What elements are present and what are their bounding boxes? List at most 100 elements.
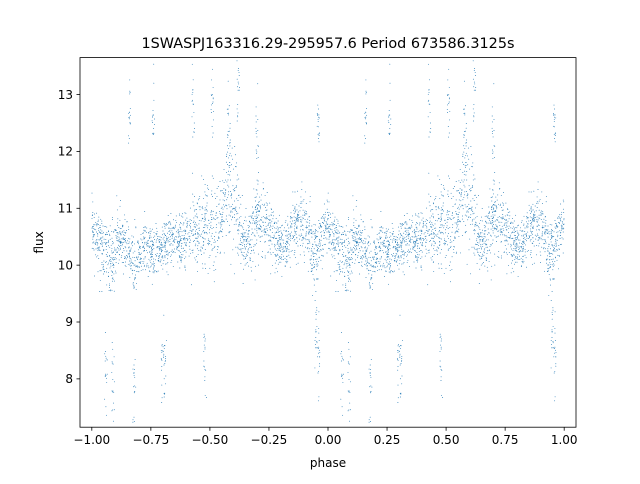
data-point — [493, 232, 494, 233]
data-point — [401, 361, 402, 362]
data-point — [469, 189, 470, 190]
data-point — [533, 209, 534, 210]
data-point — [226, 162, 227, 163]
data-point — [130, 108, 131, 109]
data-point — [258, 215, 259, 216]
data-point — [335, 247, 336, 248]
data-point — [135, 359, 136, 360]
data-point — [313, 253, 314, 254]
data-point — [554, 119, 555, 120]
data-point — [462, 162, 463, 163]
data-point — [159, 236, 160, 237]
data-point — [361, 241, 362, 242]
data-point — [217, 249, 218, 250]
data-point — [350, 273, 351, 274]
data-point — [265, 232, 266, 233]
data-point — [281, 237, 282, 238]
data-point — [300, 254, 301, 255]
data-point — [92, 239, 93, 240]
data-point — [283, 259, 284, 260]
data-point — [495, 228, 496, 229]
data-point — [530, 228, 531, 229]
data-point — [332, 248, 333, 249]
data-point — [202, 231, 203, 232]
data-point — [533, 237, 534, 238]
data-point — [545, 248, 546, 249]
data-point — [176, 249, 177, 250]
data-point — [470, 208, 471, 209]
data-point — [493, 180, 494, 181]
data-point — [537, 207, 538, 208]
data-point — [201, 220, 202, 221]
data-point — [122, 252, 123, 253]
data-point — [342, 358, 343, 359]
data-point — [388, 116, 389, 117]
data-point — [297, 214, 298, 215]
data-point — [346, 289, 347, 290]
data-point — [423, 225, 424, 226]
data-point — [215, 232, 216, 233]
data-point — [388, 256, 389, 257]
data-point — [279, 250, 280, 251]
data-point — [442, 225, 443, 226]
data-point — [155, 254, 156, 255]
data-point — [179, 215, 180, 216]
data-point — [401, 360, 402, 361]
data-point — [204, 227, 205, 228]
data-point — [415, 256, 416, 257]
data-point — [358, 244, 359, 245]
data-point — [542, 233, 543, 234]
data-point — [544, 232, 545, 233]
data-point — [104, 242, 105, 243]
data-point — [228, 186, 229, 187]
data-point — [390, 265, 391, 266]
data-point — [456, 230, 457, 231]
data-point — [363, 240, 364, 241]
data-point — [334, 224, 335, 225]
data-point — [400, 394, 401, 395]
data-point — [370, 421, 371, 422]
data-point — [497, 194, 498, 195]
data-point — [264, 242, 265, 243]
data-point — [205, 207, 206, 208]
data-point — [220, 222, 221, 223]
data-point — [300, 196, 301, 197]
data-point — [512, 238, 513, 239]
data-point — [274, 236, 275, 237]
data-point — [100, 280, 101, 281]
data-point — [314, 264, 315, 265]
data-point — [199, 242, 200, 243]
data-point — [349, 263, 350, 264]
data-point — [294, 220, 295, 221]
data-point — [270, 219, 271, 220]
data-point — [254, 244, 255, 245]
data-point — [555, 311, 556, 312]
data-point — [239, 75, 240, 76]
data-point — [324, 218, 325, 219]
data-point — [370, 285, 371, 286]
data-point — [281, 257, 282, 258]
data-point — [344, 231, 345, 232]
data-point — [372, 289, 373, 290]
data-point — [132, 257, 133, 258]
data-point — [327, 201, 328, 202]
data-point — [191, 233, 192, 234]
data-point — [472, 185, 473, 186]
data-point — [195, 244, 196, 245]
data-point — [398, 360, 399, 361]
data-point — [248, 252, 249, 253]
data-point — [332, 213, 333, 214]
data-point — [555, 135, 556, 136]
data-point — [274, 244, 275, 245]
data-point — [294, 254, 295, 255]
data-point — [231, 219, 232, 220]
data-point — [560, 244, 561, 245]
data-point — [139, 252, 140, 253]
data-point — [350, 356, 351, 357]
data-point — [280, 230, 281, 231]
data-point — [329, 234, 330, 235]
data-point — [418, 231, 419, 232]
data-point — [317, 247, 318, 248]
data-point — [400, 354, 401, 355]
data-point — [406, 256, 407, 257]
